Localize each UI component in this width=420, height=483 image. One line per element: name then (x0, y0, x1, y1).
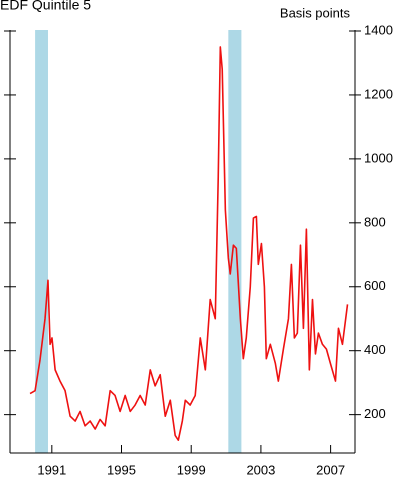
x-tick-label: 1995 (107, 462, 136, 477)
data-line (29, 46, 349, 442)
y-axis-label: Basis points (280, 5, 351, 20)
x-tick-label: 2003 (246, 462, 275, 477)
y-tick-label: 200 (364, 406, 386, 421)
x-tick-label: 2007 (316, 462, 345, 477)
recession-shade (35, 30, 48, 453)
y-tick-label: 1400 (364, 22, 393, 37)
y-tick-label: 600 (364, 278, 386, 293)
x-tick-label: 1991 (37, 462, 66, 477)
recession-shade (228, 30, 242, 453)
chart-title: EDF Quintile 5 (0, 0, 91, 13)
x-tick-label: 1999 (177, 462, 206, 477)
y-tick-label: 400 (364, 342, 386, 357)
y-tick-label: 1200 (364, 86, 393, 101)
y-tick-label: 1000 (364, 150, 393, 165)
y-tick-label: 800 (364, 214, 386, 229)
